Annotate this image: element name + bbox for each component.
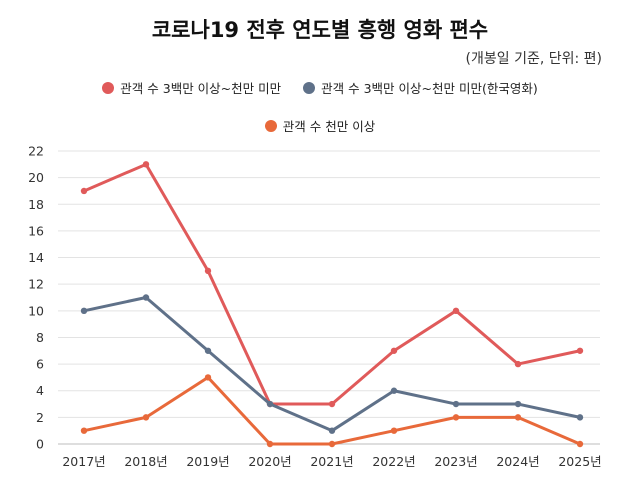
x-tick-label: 2021년 (310, 454, 353, 469)
legend-item-series-0[interactable]: 관객 수 3백만 이상~천만 미만 (102, 78, 281, 97)
legend-marker-series-0 (102, 81, 115, 94)
x-tick-label: 2025년 (558, 454, 601, 469)
legend-marker-series-1 (303, 81, 316, 94)
legend-label-series-1: 관객 수 3백만 이상~천만 미만(한국영화) (321, 81, 538, 96)
x-tick-label: 2023년 (434, 454, 477, 469)
data-point-series-0 (80, 187, 88, 195)
x-tick-label: 2017년 (62, 454, 105, 469)
y-tick-label: 18 (28, 197, 44, 212)
legend-label-series-2: 관객 수 천만 이상 (282, 119, 376, 134)
legend-marker-series-2 (264, 119, 277, 132)
data-point-series-1 (204, 347, 212, 354)
data-point-series-0 (328, 400, 336, 408)
data-point-series-0 (576, 347, 584, 354)
data-point-series-0 (204, 267, 212, 275)
data-point-series-2 (204, 374, 212, 381)
legend-item-series-1[interactable]: 관객 수 3백만 이상~천만 미만(한국영화) (303, 78, 538, 97)
y-tick-label: 20 (28, 170, 44, 185)
x-tick-label: 2024년 (496, 454, 539, 469)
y-tick-label: 22 (28, 144, 44, 159)
y-tick-label: 10 (28, 303, 44, 318)
data-point-series-1 (142, 294, 150, 301)
data-point-series-0 (142, 161, 150, 168)
x-tick-label: 2020년 (248, 454, 291, 469)
series-line-2 (82, 375, 582, 446)
data-point-series-2 (328, 440, 336, 448)
x-tick-label: 2019년 (186, 454, 229, 469)
data-point-series-0 (390, 347, 398, 354)
y-tick-label: 12 (28, 277, 44, 292)
data-point-series-1 (390, 387, 398, 394)
chart-title: 코로나19 전후 연도별 흥행 영화 편수 (151, 18, 489, 42)
y-tick-label: 2 (36, 410, 44, 425)
x-tick-label: 2018년 (124, 454, 167, 469)
chart-subtitle: (개봉일 기준, 단위: 편) (465, 51, 602, 67)
data-point-series-2 (390, 427, 398, 434)
data-point-series-2 (142, 414, 150, 421)
data-point-series-1 (452, 400, 460, 408)
data-point-series-1 (514, 400, 522, 408)
data-point-series-2 (80, 427, 88, 434)
y-tick-label: 14 (28, 250, 44, 265)
data-point-series-2 (266, 440, 274, 448)
x-tick-label: 2022년 (372, 454, 415, 469)
legend-second-row: 관객 수 천만 이상 (0, 116, 640, 135)
data-point-series-0 (514, 360, 522, 368)
y-tick-label: 6 (36, 357, 44, 372)
data-point-series-1 (80, 307, 88, 315)
legend: 관객 수 3백만 이상~천만 미만 관객 수 3백만 이상~천만 미만(한국영화… (0, 78, 640, 97)
data-point-series-2 (452, 414, 460, 421)
data-point-series-1 (328, 427, 336, 434)
data-point-series-1 (266, 400, 274, 408)
legend-item-series-2[interactable]: 관객 수 천만 이상 (264, 116, 376, 135)
data-point-series-1 (576, 414, 584, 421)
data-point-series-0 (452, 307, 460, 315)
y-tick-label: 8 (36, 330, 44, 345)
data-point-series-2 (514, 414, 522, 421)
y-tick-label: 0 (36, 437, 44, 452)
y-tick-label: 16 (28, 223, 44, 238)
data-point-series-2 (576, 440, 584, 448)
y-tick-label: 4 (36, 383, 44, 398)
legend-label-series-0: 관객 수 3백만 이상~천만 미만 (120, 81, 282, 96)
